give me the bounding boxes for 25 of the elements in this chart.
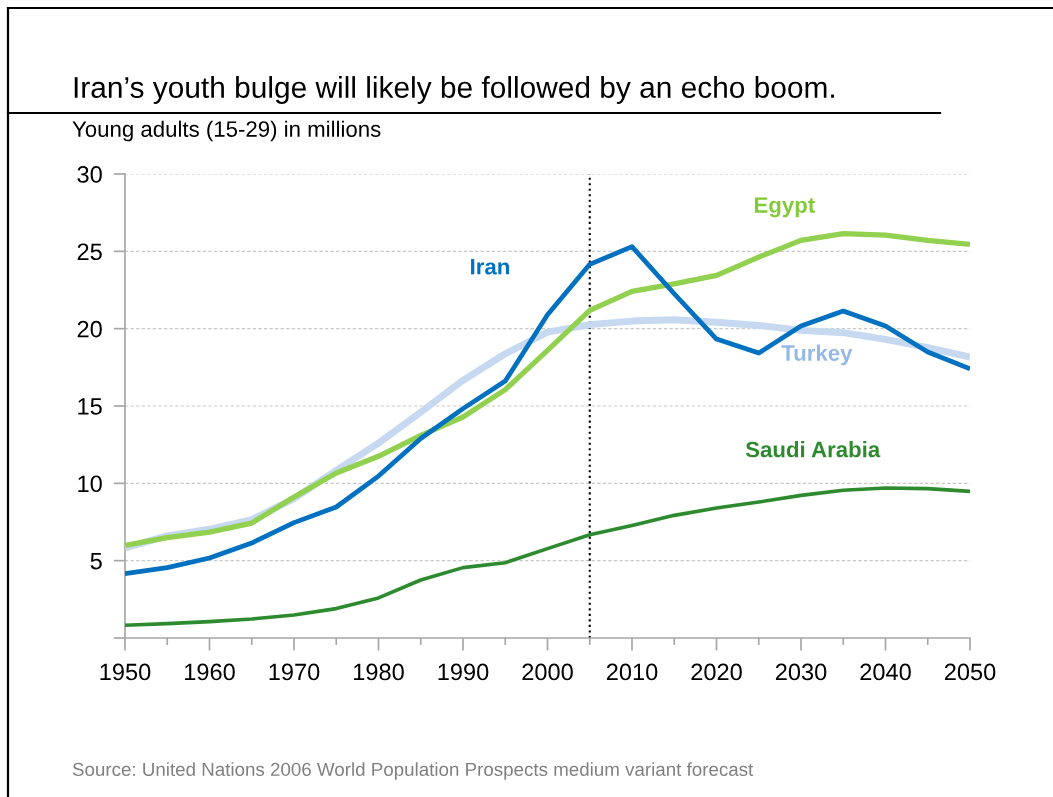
y-tick-label: 25 (77, 243, 102, 261)
chart-title: Iran’s youth bulge will likely be followed by an echo boom. (74, 76, 834, 104)
x-tick-label: 1960 (185, 663, 235, 681)
series-label: Egypt (754, 197, 815, 218)
y-tick-label: 5 (90, 552, 102, 570)
y-tick-label: 30 (77, 166, 102, 183)
x-tick-label: 2000 (522, 663, 573, 681)
x-tick-label: 1990 (438, 663, 489, 681)
y-axis-title: Young adults (15-29) in millions (72, 120, 381, 142)
x-tick-label: 1980 (354, 663, 404, 681)
series-label: Saudi Arabia (745, 441, 881, 458)
x-tick-label: 2010 (606, 663, 658, 681)
y-tick-label: 15 (78, 398, 102, 415)
y-tick-label: 10 (78, 475, 102, 493)
y-tick-label: 20 (77, 320, 102, 338)
line-series (125, 486, 970, 628)
x-tick-label: 1970 (269, 663, 320, 681)
x-tick-label: 2020 (691, 663, 742, 681)
x-tick-label: 1950 (100, 663, 151, 681)
x-tick-label: 2030 (775, 663, 827, 681)
series-label: Turkey (781, 344, 853, 366)
x-tick-label: 2050 (944, 663, 996, 681)
source-note: Source: United Nations 2006 World Population Prospects medium variant forecast (72, 762, 754, 780)
x-tick-label: 2040 (860, 663, 911, 681)
text: Iran (471, 259, 509, 275)
